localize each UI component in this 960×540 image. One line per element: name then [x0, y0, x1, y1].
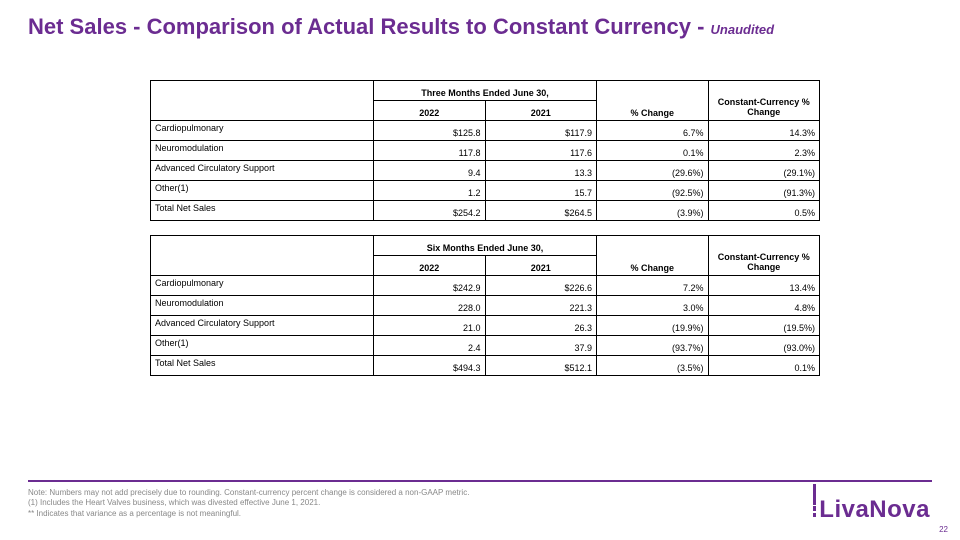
cell-value: (29.1%) [708, 161, 820, 181]
cell-value: 1.2 [374, 181, 486, 201]
cell-value: (19.9%) [597, 316, 709, 336]
cell-value: 9.4 [374, 161, 486, 181]
cell-value: 2.4 [374, 336, 486, 356]
row-label: Other(1) [151, 336, 374, 356]
cell-value: (91.3%) [708, 181, 820, 201]
row-label: Neuromodulation [151, 141, 374, 161]
cell-value: (29.6%) [597, 161, 709, 181]
footnote-line: (1) Includes the Heart Valves business, … [28, 498, 469, 509]
cell-value: 26.3 [485, 316, 597, 336]
table-row: Cardiopulmonary$242.9$226.67.2%13.4% [151, 276, 820, 296]
financial-table: Six Months Ended June 30,% ChangeConstan… [150, 235, 820, 376]
page-number: 22 [939, 525, 948, 534]
table-corner [151, 236, 374, 276]
cell-value: 228.0 [374, 296, 486, 316]
period-header: Three Months Ended June 30, [374, 81, 597, 101]
cell-value: $254.2 [374, 201, 486, 221]
cell-value: (93.7%) [597, 336, 709, 356]
cell-value: 21.0 [374, 316, 486, 336]
footer-divider [28, 480, 932, 482]
cell-value: 221.3 [485, 296, 597, 316]
row-label: Total Net Sales [151, 356, 374, 376]
cell-value: 14.3% [708, 121, 820, 141]
cell-value: (3.5%) [597, 356, 709, 376]
brand-logo: LivaNova [813, 484, 930, 524]
cell-value: (19.5%) [708, 316, 820, 336]
cell-value: 7.2% [597, 276, 709, 296]
period-header: Six Months Ended June 30, [374, 236, 597, 256]
row-label: Advanced Circulatory Support [151, 316, 374, 336]
cell-value: 13.4% [708, 276, 820, 296]
cell-value: 0.1% [597, 141, 709, 161]
row-label: Total Net Sales [151, 201, 374, 221]
logo-dots-icon [813, 484, 817, 502]
table-row: Cardiopulmonary$125.8$117.96.7%14.3% [151, 121, 820, 141]
cell-value: 6.7% [597, 121, 709, 141]
cell-value: 15.7 [485, 181, 597, 201]
cell-value: 2.3% [708, 141, 820, 161]
page-title: Net Sales - Comparison of Actual Results… [28, 14, 774, 40]
cell-value: 3.0% [597, 296, 709, 316]
table-row: Advanced Circulatory Support9.413.3(29.6… [151, 161, 820, 181]
table-corner [151, 81, 374, 121]
cell-value: (93.0%) [708, 336, 820, 356]
footnote-line: ** Indicates that variance as a percenta… [28, 509, 469, 520]
cell-value: 0.1% [708, 356, 820, 376]
row-label: Advanced Circulatory Support [151, 161, 374, 181]
cell-value: $264.5 [485, 201, 597, 221]
col-header-cc: Constant-Currency % Change [708, 81, 820, 121]
cell-value: 117.6 [485, 141, 597, 161]
cell-value: 4.8% [708, 296, 820, 316]
title-unaudited: Unaudited [711, 22, 775, 37]
col-header-change: % Change [597, 236, 709, 276]
cell-value: $117.9 [485, 121, 597, 141]
cell-value: 13.3 [485, 161, 597, 181]
tables-container: Three Months Ended June 30,% ChangeConst… [150, 80, 820, 390]
cell-value: $226.6 [485, 276, 597, 296]
cell-value: $512.1 [485, 356, 597, 376]
cell-value: $125.8 [374, 121, 486, 141]
col-header-year-b: 2021 [485, 256, 597, 276]
table-row: Neuromodulation117.8117.60.1%2.3% [151, 141, 820, 161]
table-row: Advanced Circulatory Support21.026.3(19.… [151, 316, 820, 336]
logo-text: LivaNova [819, 496, 930, 523]
cell-value: 37.9 [485, 336, 597, 356]
title-main: Net Sales - Comparison of Actual Results… [28, 14, 711, 39]
table-row: Total Net Sales$494.3$512.1(3.5%)0.1% [151, 356, 820, 376]
table-row: Neuromodulation228.0221.33.0%4.8% [151, 296, 820, 316]
row-label: Other(1) [151, 181, 374, 201]
cell-value: $242.9 [374, 276, 486, 296]
col-header-change: % Change [597, 81, 709, 121]
row-label: Cardiopulmonary [151, 276, 374, 296]
cell-value: $494.3 [374, 356, 486, 376]
footnote-line: Note: Numbers may not add precisely due … [28, 488, 469, 499]
row-label: Cardiopulmonary [151, 121, 374, 141]
table-row: Total Net Sales$254.2$264.5(3.9%)0.5% [151, 201, 820, 221]
cell-value: 117.8 [374, 141, 486, 161]
col-header-year-a: 2022 [374, 256, 486, 276]
cell-value: (3.9%) [597, 201, 709, 221]
table-row: Other(1)1.215.7(92.5%)(91.3%) [151, 181, 820, 201]
row-label: Neuromodulation [151, 296, 374, 316]
cell-value: 0.5% [708, 201, 820, 221]
financial-table: Three Months Ended June 30,% ChangeConst… [150, 80, 820, 221]
cell-value: (92.5%) [597, 181, 709, 201]
table-row: Other(1)2.437.9(93.7%)(93.0%) [151, 336, 820, 356]
col-header-cc: Constant-Currency % Change [708, 236, 820, 276]
col-header-year-a: 2022 [374, 101, 486, 121]
footnotes: Note: Numbers may not add precisely due … [28, 488, 469, 520]
col-header-year-b: 2021 [485, 101, 597, 121]
